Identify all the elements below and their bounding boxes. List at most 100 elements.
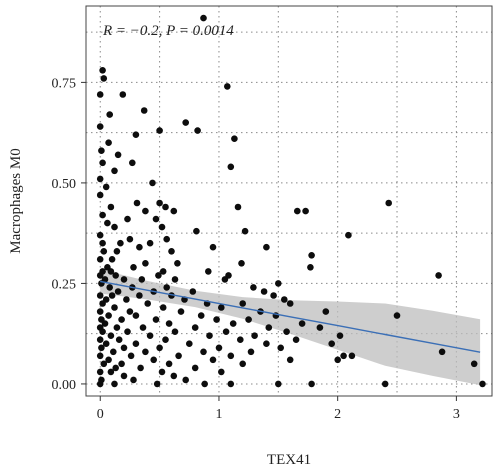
data-point <box>224 83 231 90</box>
data-point <box>200 14 207 22</box>
data-point <box>100 75 108 82</box>
data-point <box>138 276 146 283</box>
regression-line <box>100 280 481 353</box>
data-point <box>247 348 255 356</box>
data-point <box>229 320 237 327</box>
data-point <box>234 203 242 211</box>
data-point <box>155 272 162 279</box>
data-point <box>227 352 235 360</box>
y-axis-ticks: 0.00 0.25 0.50 0.75 <box>52 76 86 393</box>
data-point <box>140 107 148 114</box>
data-point <box>239 300 246 307</box>
data-point <box>114 151 122 159</box>
data-point <box>175 352 182 360</box>
data-point <box>322 308 330 315</box>
data-point <box>118 316 125 323</box>
data-point <box>137 364 144 372</box>
data-point <box>191 364 199 372</box>
data-point <box>146 332 154 340</box>
data-point <box>96 175 104 183</box>
data-point <box>281 296 288 303</box>
data-point <box>111 380 118 388</box>
data-point <box>159 268 167 275</box>
data-point <box>107 368 115 376</box>
data-point <box>182 119 189 126</box>
data-point <box>113 324 121 331</box>
data-point <box>110 348 117 356</box>
data-point <box>96 91 104 98</box>
data-point <box>237 336 244 344</box>
data-point <box>132 340 140 348</box>
data-point <box>345 231 352 239</box>
data-point <box>120 344 128 352</box>
data-point <box>98 147 105 154</box>
y-axis-title: Macrophages M0 <box>8 148 24 253</box>
data-point <box>205 268 212 275</box>
x-tick-label: 2 <box>334 407 341 422</box>
data-point <box>113 248 121 255</box>
data-point <box>120 372 128 380</box>
data-point <box>144 300 151 307</box>
data-point <box>186 340 193 348</box>
data-point <box>191 324 199 331</box>
data-point <box>152 316 160 323</box>
correlation-annotation: R = −0.2, P = 0.0014 <box>102 23 234 39</box>
data-point <box>105 356 112 364</box>
data-point <box>100 360 108 368</box>
data-point <box>107 268 115 275</box>
data-point <box>238 260 245 267</box>
x-tick-label: 0 <box>97 407 104 422</box>
data-point <box>286 356 294 364</box>
data-point <box>177 308 185 315</box>
y-tick-label: 0.25 <box>52 277 77 292</box>
data-point <box>115 336 123 344</box>
data-point <box>102 340 110 348</box>
data-point <box>118 360 125 368</box>
data-point <box>133 199 141 207</box>
data-point <box>102 183 110 191</box>
data-point <box>111 223 118 231</box>
data-point <box>197 312 205 319</box>
data-point <box>171 276 179 283</box>
data-point <box>308 252 315 259</box>
data-point <box>142 207 149 215</box>
data-point <box>112 272 119 279</box>
data-point <box>99 67 106 74</box>
data-point <box>251 332 258 340</box>
data-point <box>260 288 268 295</box>
data-point <box>104 219 111 227</box>
data-point <box>98 344 105 352</box>
data-point <box>283 328 290 336</box>
data-point <box>275 280 282 287</box>
data-point <box>96 336 104 344</box>
data-point <box>111 304 118 311</box>
data-point <box>165 360 173 368</box>
data-point <box>139 324 147 331</box>
x-tick-label: 3 <box>453 407 460 422</box>
data-point <box>193 227 200 235</box>
data-point <box>270 292 277 299</box>
data-point <box>194 127 201 134</box>
x-axis-ticks: 0 1 2 3 <box>97 396 460 422</box>
data-point <box>96 231 104 239</box>
data-point <box>105 139 112 146</box>
x-axis-title: TEX41 <box>267 452 311 468</box>
data-point <box>142 348 149 356</box>
data-point <box>156 344 163 352</box>
data-point <box>162 203 169 211</box>
data-point <box>129 159 136 167</box>
data-point <box>156 127 163 134</box>
x-tick-label: 1 <box>215 407 222 422</box>
y-tick-label: 0.00 <box>52 378 77 393</box>
data-point <box>99 328 106 336</box>
data-point <box>222 328 230 336</box>
data-point <box>127 352 135 360</box>
data-point <box>152 215 160 223</box>
data-point <box>158 223 166 231</box>
data-point <box>308 380 315 388</box>
data-point <box>132 312 140 319</box>
data-point <box>96 308 104 315</box>
data-point <box>150 356 157 364</box>
data-point <box>163 235 170 243</box>
data-point <box>130 264 137 271</box>
